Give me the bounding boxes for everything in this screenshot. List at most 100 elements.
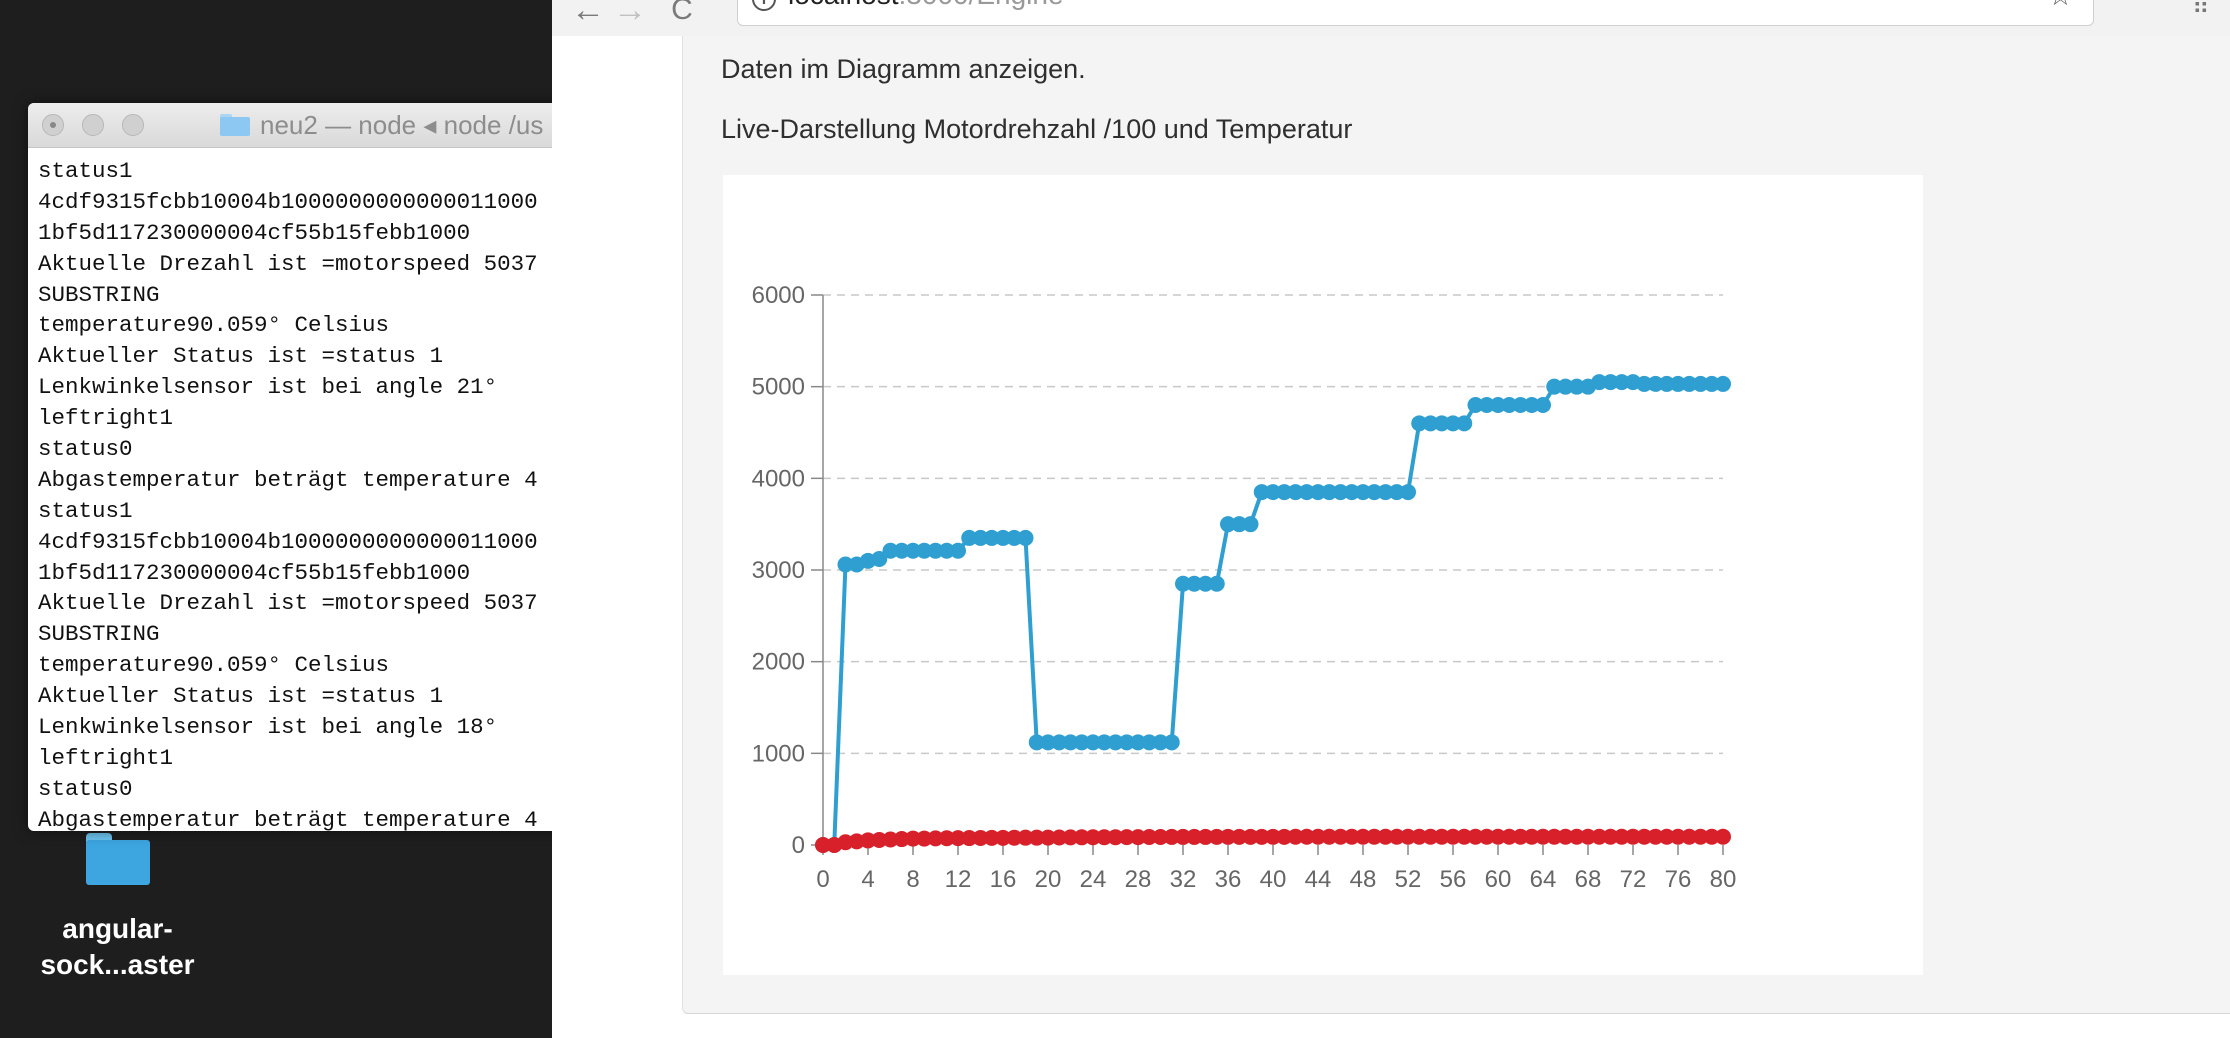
terminal-line: Lenkwinkelsensor ist bei angle 21°	[38, 374, 498, 401]
series-1-point	[1096, 829, 1113, 846]
series-1-point	[1208, 828, 1225, 845]
series-1-point	[815, 837, 831, 853]
y-tick-label: 2000	[752, 649, 805, 676]
series-0-point	[1681, 375, 1698, 392]
terminal-line: SUBSTRING	[38, 281, 160, 308]
reload-button[interactable]: C	[671, 0, 693, 26]
series-0-point	[1107, 734, 1124, 751]
close-button[interactable]	[42, 114, 64, 136]
terminal-line: 4cdf9315fcbb10004b1000000000000011000	[38, 528, 538, 555]
url-text[interactable]: localhost:3000/Engine	[788, 0, 1064, 11]
series-0-point	[961, 529, 978, 546]
series-1-point	[961, 830, 978, 847]
x-tick-label: 20	[1035, 866, 1062, 893]
terminal-output[interactable]: status1 4cdf9315fcbb10004b100000000000001…	[28, 148, 588, 831]
terminal-line: temperature90.059° Celsius	[38, 652, 390, 679]
series-0-point	[1490, 397, 1506, 413]
menu-icon[interactable]: ⠿	[2192, 0, 2210, 20]
series-1-point	[1535, 828, 1551, 845]
info-icon[interactable]	[752, 0, 776, 11]
series-0-point	[1501, 397, 1518, 413]
series-1-point	[882, 831, 899, 848]
series-1-point	[1625, 828, 1641, 845]
terminal-titlebar[interactable]: neu2 — node ◂ node /us	[28, 103, 588, 148]
series-0-point	[1523, 397, 1540, 413]
y-tick-label: 3000	[752, 557, 805, 584]
x-tick-label: 68	[1575, 866, 1602, 893]
series-0-point	[1062, 734, 1079, 751]
series-1-point	[950, 830, 966, 847]
series-1-point	[1220, 828, 1236, 845]
series-1-point	[1343, 828, 1360, 845]
terminal-line: temperature90.059° Celsius	[38, 312, 390, 339]
series-1-point	[1512, 828, 1529, 845]
series-0-point	[1613, 374, 1630, 391]
series-0-point	[837, 556, 854, 573]
series-1-point	[1231, 828, 1248, 845]
terminal-line: status0	[38, 436, 133, 463]
series-1-point	[1276, 828, 1293, 845]
series-0-point	[1040, 734, 1056, 751]
terminal-line: Aktuelle Drezahl ist =motorspeed 5037	[38, 590, 538, 617]
terminal-line: Lenkwinkelsensor ist bei angle 18°	[38, 714, 498, 741]
series-0-point	[1478, 397, 1495, 413]
series-1-point	[1681, 828, 1698, 845]
series-0-point	[1231, 516, 1248, 533]
series-0-point	[1310, 484, 1326, 501]
series-1-point	[1692, 828, 1709, 845]
series-1-point	[1557, 828, 1574, 845]
series-0-point	[1343, 484, 1360, 501]
series-1-point	[1310, 828, 1326, 845]
terminal-line: Abgastemperatur beträgt temperature 4	[38, 806, 538, 831]
series-1-point	[871, 831, 888, 848]
series-1-point	[1366, 828, 1383, 845]
series-1-point	[1636, 828, 1653, 845]
series-1-point	[995, 829, 1011, 846]
x-tick-label: 80	[1710, 866, 1737, 893]
series-0-point	[927, 542, 944, 559]
series-1-point	[1028, 829, 1045, 846]
series-line-0	[823, 380, 1723, 847]
terminal-line: Abgastemperatur beträgt temperature 4	[38, 466, 538, 493]
terminal-line: 1bf5d117230000004cf55b15febb1000	[38, 559, 471, 586]
series-0-point	[1456, 415, 1473, 432]
address-bar[interactable]: localhost:3000/Engine ☆	[737, 0, 2094, 26]
desktop-folder[interactable]: angular- sock...aster	[30, 815, 205, 983]
series-0-point	[1208, 575, 1225, 592]
x-tick-label: 36	[1215, 866, 1242, 893]
series-0-point	[1017, 529, 1034, 546]
series-0-point	[1591, 374, 1608, 391]
series-1-point	[1647, 828, 1664, 845]
series-0-point	[1658, 375, 1675, 392]
minimize-button[interactable]	[82, 114, 104, 136]
chart-card: 0 1000 2000 3000 4000 5000 6000 0 4 8 12 16 20 24 28 32…	[723, 175, 1923, 975]
desktop-folder-label[interactable]: angular- sock...aster	[30, 911, 205, 983]
series-0-point	[1175, 575, 1191, 592]
x-tick-label: 40	[1260, 866, 1287, 893]
content-panel: Daten im Diagramm anzeigen. Live-Darstel…	[682, 36, 2230, 1014]
series-0-point	[1557, 378, 1574, 395]
zoom-button[interactable]	[122, 114, 144, 136]
series-0-point	[1276, 484, 1293, 501]
series-1-point	[1456, 828, 1473, 845]
x-tick-label: 16	[990, 866, 1017, 893]
star-icon[interactable]: ☆	[2048, 0, 2073, 12]
folder-label-line2: sock...aster	[40, 949, 195, 980]
folder-icon[interactable]	[85, 833, 150, 885]
series-1-point	[1602, 828, 1619, 845]
terminal-line: SUBSTRING	[38, 621, 160, 648]
terminal-window[interactable]: neu2 — node ◂ node /us status1 4cdf9315fc…	[28, 103, 588, 831]
back-button[interactable]: ←	[571, 0, 605, 29]
series-1-point	[983, 829, 1000, 846]
series-1-point	[1107, 829, 1124, 846]
series-0-point	[1051, 734, 1068, 751]
forward-button[interactable]: →	[613, 0, 647, 29]
series-1-point	[905, 830, 921, 847]
series-0-point	[1366, 484, 1383, 501]
series-0-point	[1321, 484, 1338, 501]
x-tick-label: 28	[1125, 866, 1152, 893]
series-0-point	[1028, 734, 1045, 751]
series-0-point	[1670, 375, 1686, 392]
series-0-point	[1602, 374, 1619, 391]
series-0-point	[1715, 375, 1731, 392]
